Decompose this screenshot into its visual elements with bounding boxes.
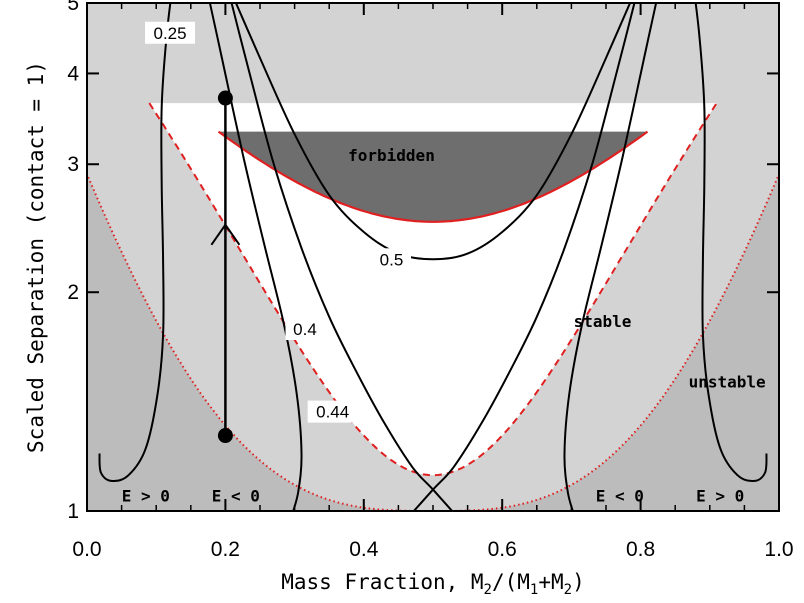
x-tick-label: 0.6 — [488, 538, 517, 561]
x-tick-label: 0.8 — [626, 538, 655, 561]
positive-energy-region-left — [87, 3, 433, 511]
evolution-track-arrow — [210, 223, 241, 246]
contour-0.44-right — [412, 3, 636, 511]
energy-boundary-left — [87, 173, 433, 511]
contour-0.4-left — [208, 3, 303, 511]
plot-area — [87, 3, 779, 511]
contour-0.5 — [234, 3, 632, 261]
positive-energy-region-right — [433, 3, 779, 511]
contour-label-bg — [371, 248, 411, 271]
x-axis-label: Mass Fraction, M2/(M1+M2) — [281, 570, 585, 598]
region-label: E < 0 — [596, 487, 644, 506]
contour-label: 0.25 — [153, 24, 186, 43]
y-tick-label: 4 — [67, 62, 79, 85]
x-tick-label: 0.2 — [211, 538, 240, 561]
x-tick-label: 0.4 — [349, 538, 379, 561]
plot-annotations: 0.25 0.4 0.44 0.5 forbidden stable unstable E >… — [122, 21, 766, 506]
y-axis-label: Scaled Separation (contact = 1) — [24, 61, 48, 453]
contour-0.4-right — [563, 3, 658, 511]
contour-0.25-right — [694, 3, 768, 483]
y-tick-label: 3 — [67, 153, 79, 176]
energy-boundary-right — [433, 173, 779, 511]
contour-label: 0.4 — [293, 320, 317, 339]
forbidden-boundary — [217, 130, 649, 223]
evolution-track-end — [217, 90, 233, 106]
contour-label: 0.44 — [316, 403, 349, 422]
axes: 0.0 0.2 0.4 0.6 0.8 1.0 1 2 3 4 5 — [67, 0, 793, 561]
region-label: unstable — [689, 372, 766, 391]
contour-0.44-left — [230, 3, 454, 511]
contour-label-bg — [145, 21, 196, 44]
stable-region — [149, 103, 717, 476]
contour-label-bg — [307, 400, 358, 423]
x-tick-label: 1.0 — [764, 538, 793, 561]
region-label: E < 0 — [212, 487, 260, 506]
evolution-track-start — [217, 428, 233, 444]
contour-label-bg — [285, 317, 325, 340]
region-label: forbidden — [348, 146, 435, 165]
region-label: E > 0 — [696, 487, 744, 506]
contour-0.25-left — [98, 3, 172, 483]
region-label: stable — [574, 312, 632, 331]
x-tick-label: 0.0 — [72, 538, 101, 561]
y-tick-label: 1 — [67, 500, 79, 523]
y-tick-label: 2 — [67, 281, 79, 304]
forbidden-region — [218, 131, 648, 222]
stability-boundary — [148, 102, 718, 477]
y-tick-label: 5 — [67, 0, 79, 15]
contour-label: 0.5 — [380, 250, 404, 269]
region-label: E > 0 — [122, 487, 170, 506]
